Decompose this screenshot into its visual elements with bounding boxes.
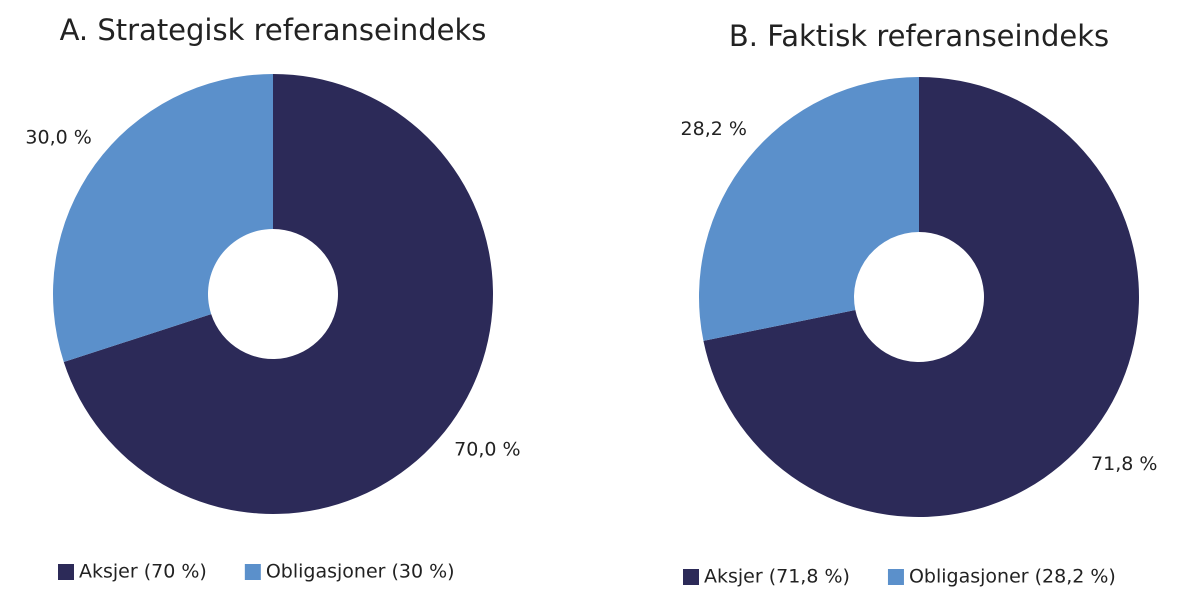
legend-label: Obligasjoner (28,2 %) [909,566,1116,588]
data-label: 28,2 % [681,118,747,140]
legend-label: Aksjer (70 %) [79,561,207,583]
chart-title: A. Strategisk referanseindeks [60,13,487,47]
legend-label: Aksjer (71,8 %) [704,566,850,588]
legend-swatch [58,564,74,580]
legend-swatch [683,569,699,585]
legend-swatch [244,564,261,580]
pie-slice [52,74,274,362]
data-label: 70,0 % [454,438,520,460]
data-label: 71,8 % [1091,453,1157,475]
chart-title: B. Faktisk referanseindeks [729,19,1109,53]
legend-swatch [887,569,904,585]
pie-slice [699,77,919,341]
data-label: 30,0 % [25,127,91,149]
pie-slice [63,74,493,514]
pie-slice [703,77,1139,517]
legend-label: Obligasjoner (30 %) [266,561,455,583]
